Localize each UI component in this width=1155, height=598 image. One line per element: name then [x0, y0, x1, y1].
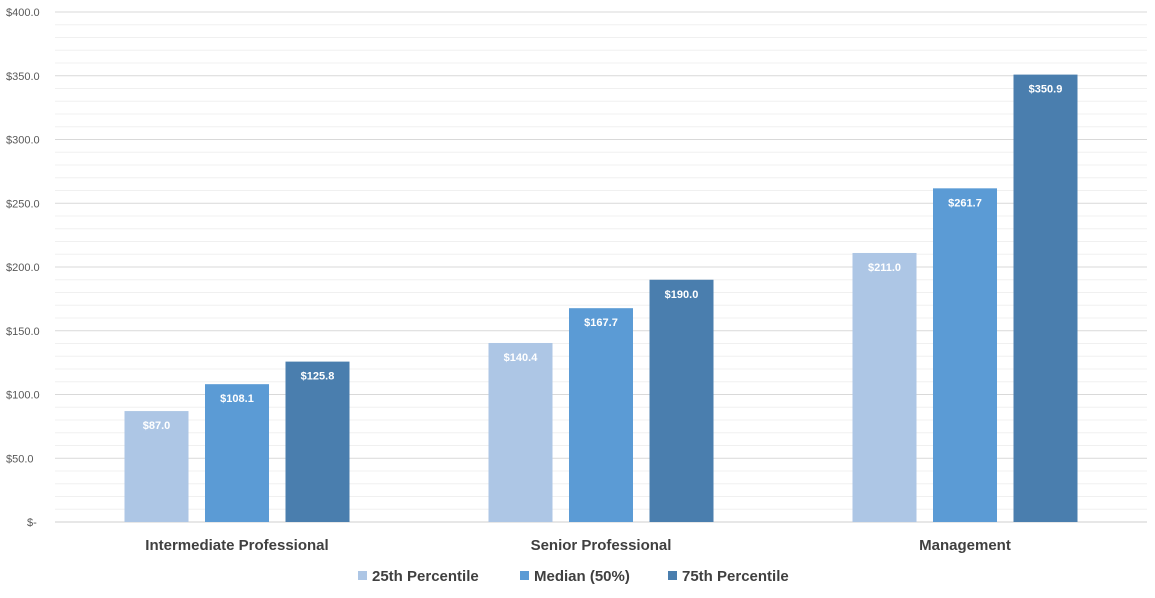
legend-label: 75th Percentile [682, 568, 789, 585]
data-label: $261.7 [948, 197, 982, 209]
data-label: $211.0 [868, 262, 901, 274]
y-tick-label: $- [27, 517, 37, 529]
data-label: $125.8 [301, 371, 335, 383]
y-tick-label: $150.0 [6, 326, 40, 338]
x-category-label: Senior Professional [531, 537, 672, 554]
y-tick-label: $200.0 [6, 262, 40, 274]
bar [569, 308, 633, 522]
legend-label: 25th Percentile [372, 568, 479, 585]
x-category-label: Management [919, 537, 1011, 554]
data-label: $87.0 [143, 420, 171, 432]
y-tick-label: $300.0 [6, 135, 40, 147]
data-label: $108.1 [220, 393, 254, 405]
data-label: $190.0 [665, 289, 699, 301]
y-tick-label: $350.0 [6, 71, 40, 83]
bar [205, 384, 269, 522]
legend-swatch [520, 571, 529, 580]
y-tick-label: $100.0 [6, 390, 40, 402]
y-tick-label: $50.0 [6, 453, 34, 465]
bar [1013, 74, 1078, 522]
legend-swatch [668, 571, 677, 580]
legend-label: Median (50%) [534, 568, 630, 585]
legend-swatch [358, 571, 367, 580]
bar [285, 361, 350, 522]
bar [852, 252, 917, 522]
data-label: $350.9 [1029, 84, 1063, 96]
y-tick-label: $250.0 [6, 198, 40, 210]
bar [124, 411, 189, 522]
bar [488, 342, 553, 522]
y-tick-label: $400.0 [6, 7, 40, 19]
data-label: $140.4 [504, 352, 539, 364]
x-category-label: Intermediate Professional [145, 537, 328, 554]
bar [933, 188, 997, 522]
bar [649, 279, 714, 522]
data-label: $167.7 [584, 317, 618, 329]
